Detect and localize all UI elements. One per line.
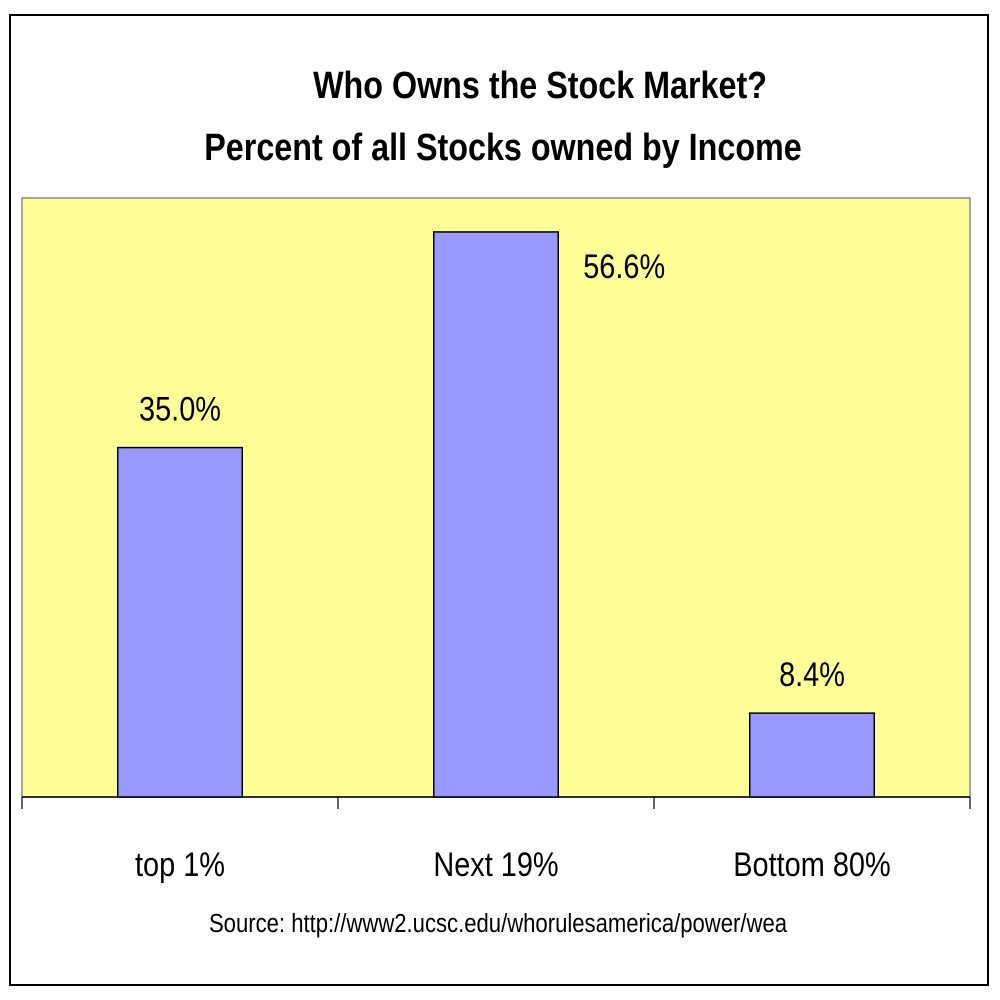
value-label: 56.6% <box>583 247 665 286</box>
bar <box>748 712 876 798</box>
value-label: 35.0% <box>139 389 221 428</box>
x-tick-label: Next 19% <box>433 845 558 884</box>
bar <box>432 231 560 798</box>
chart-subtitle: Percent of all Stocks owned by Income <box>204 127 801 169</box>
source-note: Source: http://www2.ucsc.edu/whorulesame… <box>209 909 788 938</box>
x-tick-label: top 1% <box>135 845 225 884</box>
bar <box>116 446 244 798</box>
chart-title: Who Owns the Stock Market? <box>313 65 767 107</box>
value-label: 8.4% <box>779 655 845 694</box>
x-tick-label: Bottom 80% <box>733 845 890 884</box>
